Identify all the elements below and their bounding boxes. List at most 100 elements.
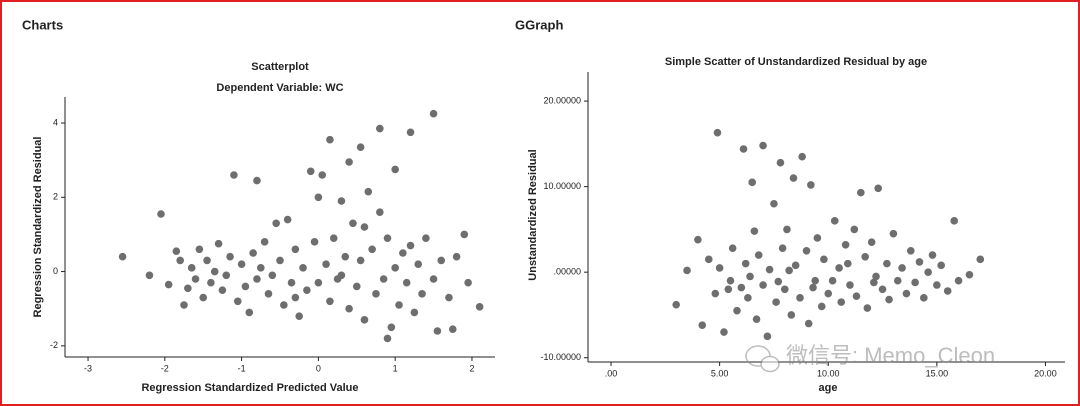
point xyxy=(965,270,974,279)
point xyxy=(145,271,154,280)
point xyxy=(118,252,127,261)
point xyxy=(783,225,791,234)
point xyxy=(920,294,928,302)
point xyxy=(257,264,265,272)
y-tick-label: 2 xyxy=(53,192,58,202)
point xyxy=(291,245,300,254)
point xyxy=(176,256,184,265)
point xyxy=(226,252,234,261)
x-tick-label: -1 xyxy=(238,363,246,373)
point xyxy=(759,281,767,289)
x-tick-label: 2 xyxy=(469,363,474,373)
point xyxy=(395,301,403,309)
point xyxy=(809,283,817,292)
heading: Charts xyxy=(22,17,63,32)
point xyxy=(360,223,369,231)
point xyxy=(802,246,811,255)
point xyxy=(356,256,365,265)
point xyxy=(387,323,396,332)
point xyxy=(906,246,915,255)
point xyxy=(195,245,204,254)
point xyxy=(310,238,319,246)
point xyxy=(796,294,804,302)
point xyxy=(824,289,833,298)
point xyxy=(280,301,288,309)
point xyxy=(820,255,828,264)
point xyxy=(379,275,388,283)
point xyxy=(741,259,750,268)
y-tick-label: -2 xyxy=(50,340,58,350)
point xyxy=(870,278,878,287)
x-tick-label: 20.00 xyxy=(1034,368,1057,378)
x-tick-label: -3 xyxy=(84,363,92,373)
point xyxy=(857,188,865,197)
point xyxy=(711,289,720,298)
point xyxy=(376,208,384,216)
point xyxy=(798,152,806,161)
x-tick-label: 10.00 xyxy=(817,368,840,378)
point xyxy=(345,304,353,313)
point xyxy=(811,276,820,285)
point xyxy=(791,261,800,270)
point xyxy=(720,328,728,336)
x-tick-label: 1 xyxy=(393,363,398,373)
point xyxy=(915,258,924,266)
point xyxy=(872,272,880,281)
point xyxy=(237,260,246,268)
heading: GGraph xyxy=(515,17,563,32)
point xyxy=(804,319,813,328)
point xyxy=(260,238,269,246)
point xyxy=(778,244,787,253)
point xyxy=(728,244,737,253)
point xyxy=(437,256,446,265)
point xyxy=(429,275,438,283)
point xyxy=(928,251,937,259)
point xyxy=(852,292,861,300)
point xyxy=(376,124,384,133)
point xyxy=(843,259,852,268)
point xyxy=(898,264,906,272)
point xyxy=(291,293,300,302)
point xyxy=(391,165,399,174)
point xyxy=(893,276,902,285)
point xyxy=(776,158,785,167)
y-tick-label: 4 xyxy=(53,117,58,127)
point xyxy=(337,197,346,205)
point xyxy=(287,278,296,287)
point xyxy=(264,290,273,298)
point xyxy=(276,256,284,265)
point xyxy=(754,251,763,259)
point xyxy=(746,272,754,281)
point xyxy=(874,184,882,193)
point xyxy=(341,252,350,261)
point xyxy=(750,227,759,235)
point xyxy=(841,241,850,249)
point xyxy=(268,271,277,280)
point xyxy=(429,109,438,118)
point xyxy=(356,143,365,151)
point xyxy=(774,277,783,286)
y-tick-label: -10.00000 xyxy=(540,352,581,362)
point xyxy=(203,256,211,265)
point xyxy=(299,264,307,272)
point xyxy=(759,141,767,150)
point xyxy=(272,219,280,228)
chart-title: Scatterplot xyxy=(251,61,309,73)
point xyxy=(752,315,761,324)
point xyxy=(937,261,945,270)
point xyxy=(787,311,796,319)
point xyxy=(306,167,315,176)
point xyxy=(724,285,733,294)
point xyxy=(726,276,735,285)
point xyxy=(187,264,196,272)
point xyxy=(402,278,411,287)
point xyxy=(164,280,173,289)
point xyxy=(763,332,772,341)
point xyxy=(883,259,891,268)
y-tick-label: 20.00000 xyxy=(543,95,581,105)
point xyxy=(218,286,227,294)
point xyxy=(418,290,426,298)
point xyxy=(364,187,373,196)
point xyxy=(383,334,392,343)
point xyxy=(807,181,815,189)
